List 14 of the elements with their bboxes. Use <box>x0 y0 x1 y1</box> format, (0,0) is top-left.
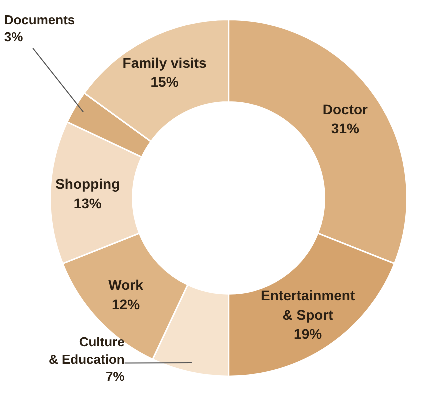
slice-label: Culture & Education <box>48 334 125 367</box>
data-label: 3% <box>4 30 24 45</box>
slice-label: Family visits <box>122 54 208 71</box>
data-label: 7% <box>106 369 126 384</box>
slice-label: Shopping <box>56 176 120 192</box>
data-label: 15% <box>150 74 180 90</box>
slice-label: Work <box>108 277 144 294</box>
data-label: 13% <box>74 195 102 212</box>
slice-label: Doctor <box>322 101 369 118</box>
slice-label: Documents <box>4 12 76 28</box>
data-label: 19% <box>294 326 323 342</box>
data-label: 12% <box>112 296 141 312</box>
slice-label: Entertainment & Sport <box>261 288 356 323</box>
data-label: 31% <box>331 120 360 136</box>
